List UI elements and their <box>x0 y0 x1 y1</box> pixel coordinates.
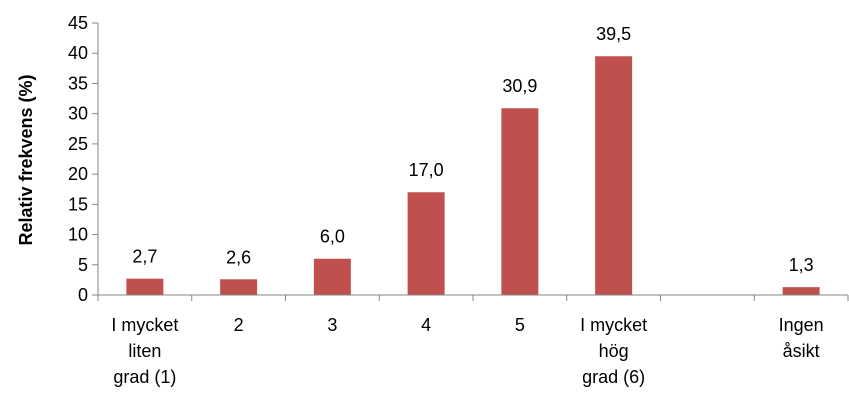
y-tick-label: 15 <box>68 194 88 214</box>
x-tick-label: I mycket liten grad (1) <box>111 315 178 387</box>
data-label: 6,0 <box>320 227 345 247</box>
y-tick-label: 25 <box>68 134 88 154</box>
y-tick-label: 0 <box>78 285 88 305</box>
x-tick-label: Ingen åsikt <box>779 315 824 361</box>
y-tick-label: 20 <box>68 164 88 184</box>
data-label: 30,9 <box>502 76 537 96</box>
bar <box>220 279 258 295</box>
bars: 2,7 2,6 6,0 17,0 30,9 39,5 1,3 <box>126 24 820 295</box>
bar <box>407 192 445 295</box>
x-tick-label: 5 <box>515 315 525 335</box>
y-tick-label: 30 <box>68 104 88 124</box>
y-axis-title: Relativ frekvens (%) <box>16 74 36 245</box>
y-tick-label: 40 <box>68 43 88 63</box>
y-tick-label: 10 <box>68 225 88 245</box>
data-label: 17,0 <box>409 160 444 180</box>
y-axis: 0 5 10 15 20 25 30 35 40 45 <box>68 13 99 305</box>
x-axis: I mycket liten grad (1) 2 3 4 5 I mycket hög grad… <box>97 294 849 387</box>
y-tick-label: 35 <box>68 73 88 93</box>
bar <box>595 56 633 295</box>
data-label: 2,7 <box>132 247 157 267</box>
x-tick-label: 3 <box>327 315 337 335</box>
data-label: 39,5 <box>596 24 631 44</box>
bar <box>313 258 351 295</box>
bar <box>782 287 820 295</box>
x-tick-label: 4 <box>421 315 431 335</box>
y-tick-label: 45 <box>68 13 88 33</box>
bar <box>501 108 539 295</box>
data-label: 2,6 <box>226 247 251 267</box>
bar <box>126 278 164 295</box>
y-tick-label: 5 <box>78 255 88 275</box>
x-tick-label: 2 <box>234 315 244 335</box>
data-label: 1,3 <box>789 255 814 275</box>
x-tick-label: I mycket hög grad (6) <box>580 315 647 387</box>
